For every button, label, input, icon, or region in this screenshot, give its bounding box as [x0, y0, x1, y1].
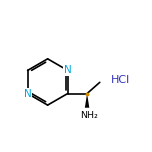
- Text: N: N: [24, 88, 31, 98]
- Polygon shape: [85, 93, 89, 108]
- Text: NH₂: NH₂: [80, 111, 98, 120]
- Text: N: N: [64, 65, 72, 75]
- Text: HCl: HCl: [111, 76, 130, 85]
